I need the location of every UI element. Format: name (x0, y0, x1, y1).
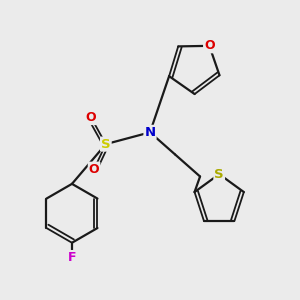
Text: S: S (101, 138, 111, 151)
Text: F: F (68, 251, 76, 264)
Text: N: N (144, 126, 156, 139)
Text: O: O (204, 39, 215, 52)
Text: O: O (86, 111, 96, 124)
Text: S: S (214, 168, 224, 181)
Text: O: O (89, 163, 99, 176)
